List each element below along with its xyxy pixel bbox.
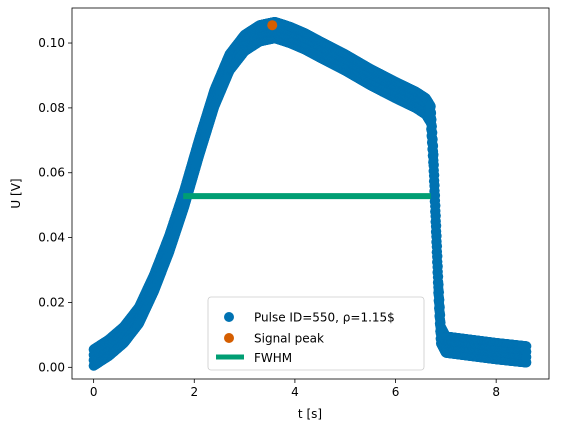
legend-marker-pulse: [224, 312, 234, 322]
pulse-point: [428, 140, 439, 151]
peak-series: [267, 20, 278, 31]
legend: Pulse ID=550, ρ=1.15$ Signal peak FWHM: [207, 296, 425, 371]
x-axis-label: t [s]: [298, 407, 322, 421]
pulse-point: [432, 241, 443, 252]
y-tick-label: 0.06: [38, 166, 65, 180]
x-tick-label: 4: [291, 385, 299, 399]
pulse-point: [429, 170, 440, 181]
legend-label-peak: Signal peak: [254, 332, 324, 346]
pulse-point: [430, 200, 441, 211]
pulse-point: [429, 180, 440, 191]
pulse-point: [432, 251, 443, 262]
y-tick-label: 0.08: [38, 101, 65, 115]
y-tick-label: 0.10: [38, 36, 65, 50]
pulse-point: [521, 341, 532, 352]
legend-marker-peak: [224, 333, 234, 343]
y-axis-label: U [V]: [9, 178, 23, 208]
pulse-point: [431, 220, 442, 231]
pulse-point: [430, 210, 441, 221]
x-tick-label: 2: [190, 385, 198, 399]
x-tick-label: 6: [392, 385, 400, 399]
pulse-point: [431, 230, 442, 241]
x-tick-label: 0: [90, 385, 98, 399]
legend-label-pulse: Pulse ID=550, ρ=1.15$: [254, 311, 395, 325]
y-tick-label: 0.00: [38, 360, 65, 374]
pulse-point: [430, 190, 441, 201]
pulse-point: [432, 261, 443, 272]
y-tick-label: 0.02: [38, 295, 65, 309]
signal-peak-point: [267, 20, 278, 31]
pulse-point: [428, 159, 439, 170]
x-tick-label: 8: [492, 385, 500, 399]
legend-label-fwhm: FWHM: [254, 351, 292, 365]
y-tick-label: 0.04: [38, 231, 65, 245]
pulse-series: [88, 16, 532, 371]
pulse-point: [428, 149, 439, 160]
